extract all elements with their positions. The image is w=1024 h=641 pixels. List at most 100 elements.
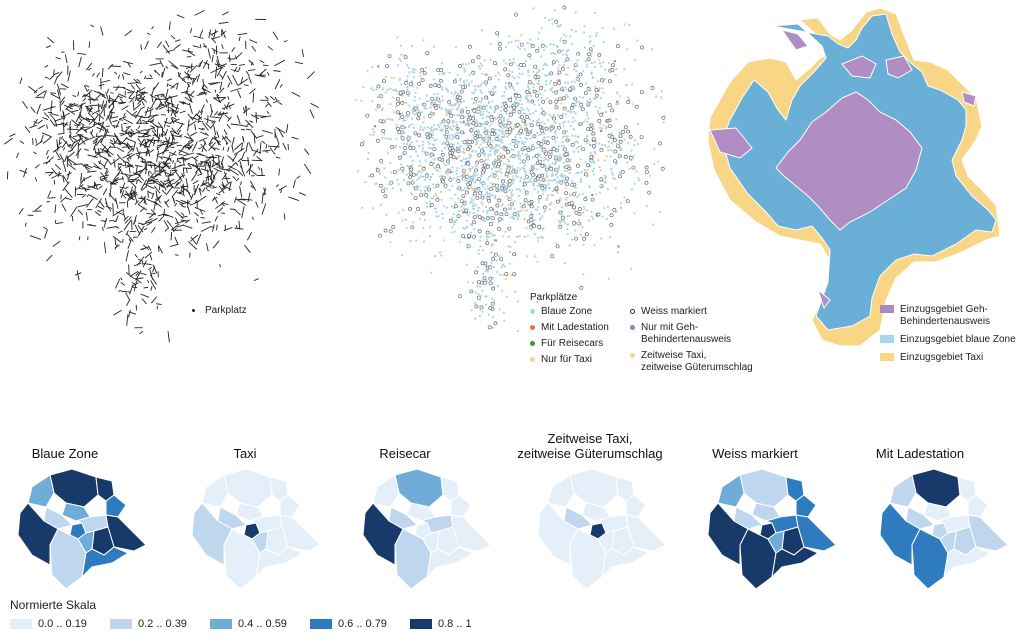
blaue-zone-dot	[405, 64, 409, 67]
parking-segment	[123, 122, 128, 125]
geh-behinderten-area	[775, 91, 923, 231]
blaue-zone-dot	[526, 255, 529, 258]
blaue-zone-dot	[436, 106, 439, 109]
blaue-zone-dot	[414, 68, 417, 71]
weiss-markiert-dot	[576, 163, 580, 168]
weiss-markiert-dot	[540, 43, 545, 48]
weiss-markiert-dot	[416, 116, 421, 121]
blaue-zone-dot	[471, 179, 474, 182]
blaue-zone-dot	[421, 150, 424, 153]
parking-segment	[54, 204, 57, 213]
blaue-zone-dot	[649, 174, 652, 177]
parking-segment	[111, 142, 116, 147]
weiss-markiert-dot	[583, 197, 588, 202]
blaue-zone-dot	[551, 18, 554, 21]
blaue-zone-dot	[631, 83, 634, 86]
blaue-zone-dot	[486, 115, 490, 118]
parking-segment	[168, 60, 178, 69]
weiss-markiert-dot	[569, 106, 574, 110]
blaue-zone-dot	[537, 31, 541, 34]
parking-segment	[57, 158, 62, 161]
blaue-zone-dot	[394, 88, 397, 91]
blaue-zone-dot	[440, 95, 444, 98]
blaue-zone-dot	[507, 245, 510, 248]
parking-segment	[84, 137, 88, 141]
parking-segment	[219, 87, 225, 94]
parking-segment	[134, 254, 138, 258]
weiss-markiert-dot	[647, 190, 652, 195]
weiss-markiert-dot	[582, 236, 587, 241]
blaue-zone-dot	[458, 94, 461, 97]
parking-segment	[65, 108, 75, 115]
ladestation-dot	[597, 89, 600, 92]
parking-segment	[212, 240, 220, 249]
parking-segment	[139, 330, 144, 335]
parking-segment	[186, 50, 196, 57]
blaue-zone-dot	[480, 29, 483, 32]
blaue-zone-dot	[456, 127, 459, 131]
parking-segment	[148, 171, 150, 177]
blaue-zone-dot	[543, 136, 547, 139]
parking-segment	[285, 124, 289, 133]
parking-segment	[161, 189, 168, 196]
weiss-markiert-dot	[562, 130, 567, 135]
blaue-zone-dot	[606, 188, 609, 191]
blaue-zone-dot	[372, 207, 375, 210]
blaue-zone-dot	[573, 150, 576, 153]
parking-segment	[87, 185, 97, 190]
parking-segment	[79, 115, 90, 123]
parking-segment	[140, 160, 152, 164]
weiss-markiert-dot	[490, 132, 495, 137]
parking-segment	[167, 169, 178, 178]
parking-segment	[126, 233, 134, 242]
blaue-zone-dot	[408, 104, 411, 107]
blaue-zone-dot	[527, 109, 530, 112]
parking-segment	[165, 65, 169, 69]
blaue-zone-dot	[544, 157, 548, 161]
district	[279, 494, 301, 518]
blaue-zone-dot	[542, 64, 545, 67]
weiss-markiert-dot	[476, 55, 481, 60]
taxi-dot	[435, 195, 439, 198]
blaue-zone-dot	[566, 54, 569, 57]
parking-segment	[273, 70, 281, 72]
blaue-zone-dot	[464, 178, 467, 182]
blaue-zone-dot	[451, 216, 454, 219]
blaue-zone-dot	[481, 185, 484, 188]
blaue-zone-dot	[556, 136, 559, 139]
weiss-markiert-dot	[429, 203, 434, 207]
weiss-markiert-dot	[475, 195, 480, 200]
blaue-zone-dot	[614, 74, 617, 77]
parking-segment	[66, 151, 75, 159]
geh-behinderten-area-3	[841, 55, 877, 79]
parking-segment	[248, 76, 252, 84]
weiss-markiert-dot	[452, 79, 457, 84]
parking-segment	[227, 96, 230, 100]
blaue-zone-dot	[540, 133, 543, 136]
blaue-zone-dot	[601, 215, 604, 218]
blaue-zone-dot	[558, 159, 561, 162]
parking-segment	[127, 179, 137, 188]
blaue-zone-dot	[412, 126, 415, 129]
blaue-zone-dot	[399, 44, 402, 47]
blaue-zone-dot	[546, 194, 549, 197]
blaue-zone-dot	[405, 101, 408, 104]
parking-segment	[219, 73, 223, 78]
parking-segment	[54, 219, 57, 224]
parking-segment	[140, 293, 150, 298]
blaue-zone-dot	[493, 116, 496, 119]
parking-segment	[151, 193, 155, 199]
blaue-zone-dot	[611, 173, 614, 176]
parking-segment	[174, 120, 185, 125]
district	[27, 474, 55, 508]
weiss-markiert-dot	[549, 166, 554, 171]
parking-segment	[103, 159, 109, 168]
blaue-zone-dot	[588, 143, 591, 146]
blaue-zone-dot	[491, 234, 494, 237]
blaue-zone-dot	[541, 138, 544, 141]
weiss-markiert-dot	[466, 147, 470, 152]
blaue-zone-dot	[593, 97, 597, 100]
parking-segment	[162, 44, 170, 54]
parking-segment	[237, 169, 244, 177]
blaue-zone-dot	[574, 229, 577, 232]
